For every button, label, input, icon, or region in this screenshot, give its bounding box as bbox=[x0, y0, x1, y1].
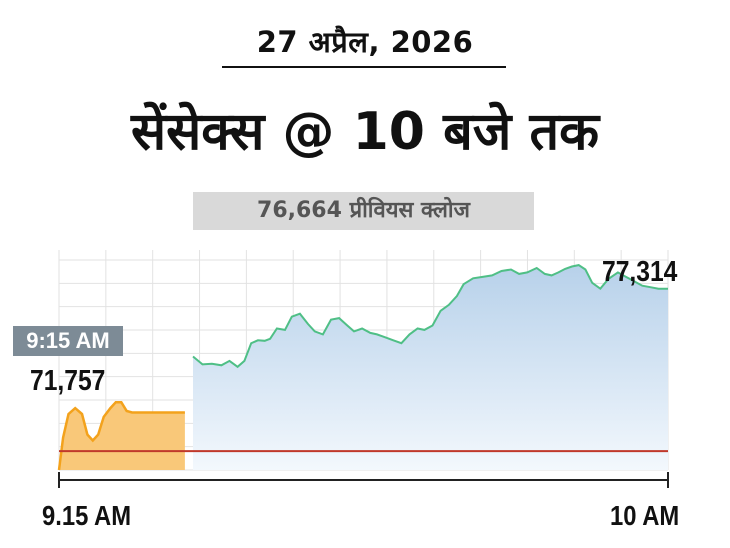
pre-open-line bbox=[57, 400, 185, 471]
pre-open-area bbox=[59, 402, 185, 470]
x-tick-label-start: 9.15 AM bbox=[42, 500, 132, 531]
last-value-label: 77,314 bbox=[602, 256, 678, 288]
open-value-label: 71,757 bbox=[30, 365, 106, 397]
open-time-badge: 9:15 AM bbox=[13, 326, 123, 356]
page-title: सेंसेक्स @ 10 बजे तक bbox=[130, 102, 600, 162]
market-line bbox=[192, 264, 668, 369]
date-heading: 27 अप्रैल, 2026 bbox=[256, 25, 474, 59]
date-underline bbox=[222, 66, 506, 68]
previous-close-badge: 76,664 प्रीवियस क्लोज bbox=[193, 192, 534, 230]
market-area bbox=[193, 265, 668, 470]
x-tick-label-end: 10 AM bbox=[610, 500, 680, 531]
